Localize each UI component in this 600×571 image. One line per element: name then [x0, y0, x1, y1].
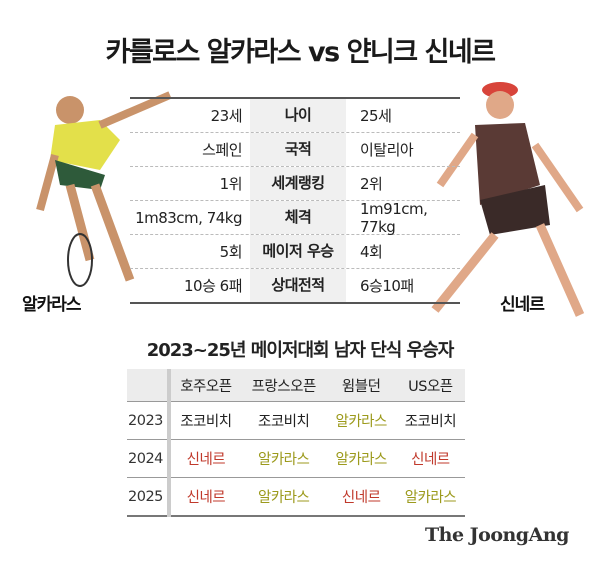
category-label: 메이저 우승 [250, 235, 346, 268]
column-header: US오픈 [395, 369, 465, 402]
sinner-value: 25세 [360, 107, 392, 125]
category-label: 나이 [250, 99, 346, 132]
table-row: 2023 조코비치 조코비치 알카라스 조코비치 [127, 401, 465, 440]
winner-cell: 신네르 [395, 439, 465, 478]
winner-cell: 조코비치 [240, 401, 327, 440]
comparison-row: 1위 세계랭킹 2위 [130, 167, 460, 201]
winner-cell: 조코비치 [169, 401, 241, 440]
year-cell: 2023 [127, 401, 171, 440]
category-label: 세계랭킹 [250, 167, 346, 200]
sinner-value: 이탈리아 [360, 141, 414, 159]
winner-cell: 신네르 [169, 477, 241, 516]
winner-cell: 조코비치 [395, 401, 465, 440]
winner-cell: 알카라스 [240, 477, 327, 516]
column-header: 호주오픈 [169, 369, 241, 402]
category-label: 국적 [250, 133, 346, 166]
corner-cell [127, 369, 171, 402]
winners-title: 2023~25년 메이저대회 남자 단식 우승자 [146, 340, 455, 361]
year-cell: 2025 [127, 477, 171, 516]
player-label-sinner: 신네르 [500, 295, 545, 315]
alcaraz-value: 스페인 [202, 141, 242, 159]
year-cell: 2024 [127, 439, 171, 478]
column-header: 윔블던 [326, 369, 396, 402]
joongang-logo: The JoongAng [425, 524, 569, 546]
table-row: 2025 신네르 알카라스 신네르 알카라스 [127, 477, 465, 516]
comparison-row: 23세 나이 25세 [130, 99, 460, 133]
sinner-value: 2위 [360, 175, 383, 193]
winner-cell: 신네르 [169, 439, 241, 478]
alcaraz-value: 10승 6패 [184, 277, 243, 295]
alcaraz-value: 23세 [210, 107, 243, 125]
player-label-alcaraz: 알카라스 [22, 295, 82, 315]
alcaraz-value: 1위 [219, 175, 243, 193]
page-title: 카를로스 알카라스 vs 얀니크 신네르 [105, 37, 496, 68]
category-label: 상대전적 [250, 269, 346, 302]
column-header: 프랑스오픈 [240, 369, 327, 402]
alcaraz-value: 5회 [219, 243, 243, 261]
winner-cell: 알카라스 [326, 439, 396, 478]
sinner-photo [431, 82, 585, 317]
winner-cell: 알카라스 [395, 477, 465, 516]
comparison-row: 10승 6패 상대전적 6승10패 [130, 269, 460, 302]
winners-table: 호주오픈 프랑스오픈 윔블던 US오픈 2023 조코비치 조코비치 알카라스 조코비치 2024… [127, 369, 465, 517]
winner-cell: 알카라스 [240, 439, 327, 478]
winner-cell: 알카라스 [326, 401, 396, 440]
sinner-value: 6승10패 [360, 277, 414, 295]
comparison-table: 23세 나이 25세 스페인 국적 이탈리아 1위 세계랭킹 2위 1m83cm, 74kg 체격 1… [130, 97, 460, 304]
category-label: 체격 [250, 201, 346, 234]
sinner-value: 1m91cm, 77kg [360, 199, 428, 236]
comparison-row: 스페인 국적 이탈리아 [130, 133, 460, 167]
header-row: 호주오픈 프랑스오픈 윔블던 US오픈 [127, 369, 465, 402]
sinner-value: 4회 [360, 243, 383, 261]
comparison-row: 1m83cm, 74kg 체격 1m91cm, 77kg [130, 199, 460, 236]
table-row: 2024 신네르 알카라스 알카라스 신네르 [127, 439, 465, 478]
alcaraz-value: 1m83cm, 74kg [135, 208, 242, 227]
comparison-row: 5회 메이저 우승 4회 [130, 235, 460, 269]
alcaraz-photo [36, 91, 172, 287]
winner-cell: 신네르 [326, 477, 396, 516]
